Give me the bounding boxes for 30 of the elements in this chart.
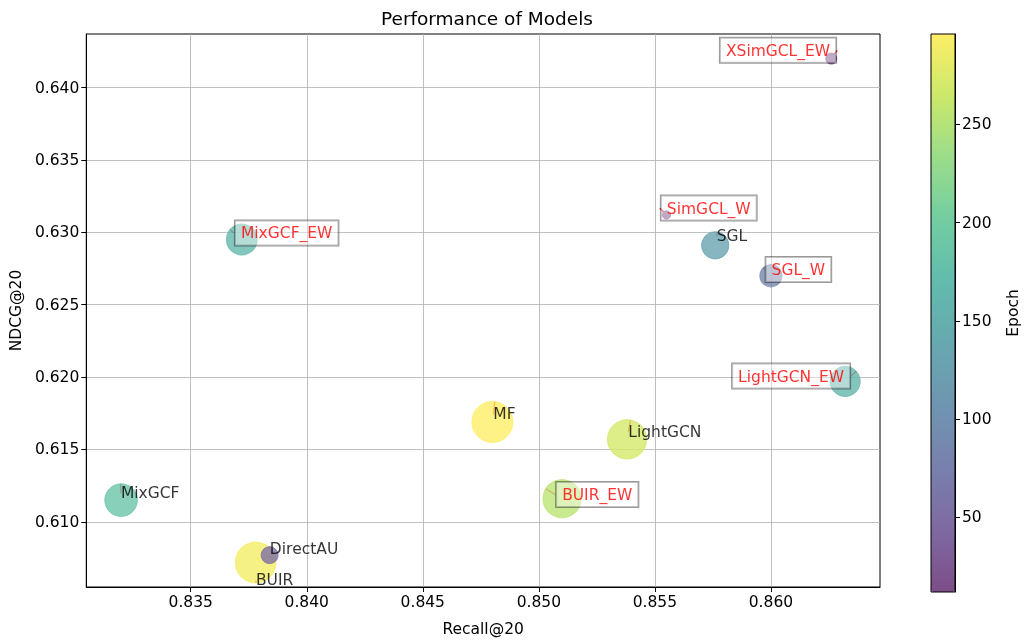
annotation: BUIR_EW: [562, 485, 633, 505]
y-tick-label: 0.620: [34, 368, 80, 387]
annotation: SGL_W: [771, 260, 826, 280]
y-tick-label: 0.610: [34, 512, 80, 531]
y-tick-label: 0.625: [34, 295, 80, 314]
x-tick-label: 0.845: [400, 593, 445, 611]
y-tick-label: 0.640: [34, 78, 80, 97]
color-bar-label: 100: [962, 410, 992, 429]
color-bar-label: 150: [962, 311, 992, 330]
y-axis-title: NDCG@20: [7, 269, 25, 352]
annotation: LightGCN_EW: [738, 367, 845, 387]
x-tick-label: 0.840: [284, 593, 329, 611]
color-bar-label: 200: [962, 213, 992, 232]
y-tick-label: 0.615: [34, 440, 80, 459]
x-tick-label: 0.855: [632, 593, 678, 611]
annotation: MixGCF_EW: [240, 224, 333, 244]
x-axis-title: Recall@20: [442, 620, 524, 638]
color-bar-label: 250: [962, 115, 992, 134]
x-tick-label: 0.835: [168, 593, 213, 611]
x-tick-label: 0.860: [748, 593, 794, 611]
annotation: SimGCL_W: [666, 199, 751, 219]
x-tick-label: 0.850: [516, 593, 562, 611]
y-tick-label: 0.630: [34, 223, 80, 242]
chart-title: Performance of Models: [380, 8, 594, 29]
color-bar-label: 50: [962, 508, 982, 527]
annotation: DirectAU: [269, 539, 339, 558]
color-bar-title: Epoch: [1004, 289, 1022, 337]
annotation: BUIR: [255, 571, 294, 590]
y-tick-label: 0.635: [34, 150, 80, 169]
annotation: XSimGCL_EW: [725, 41, 831, 61]
